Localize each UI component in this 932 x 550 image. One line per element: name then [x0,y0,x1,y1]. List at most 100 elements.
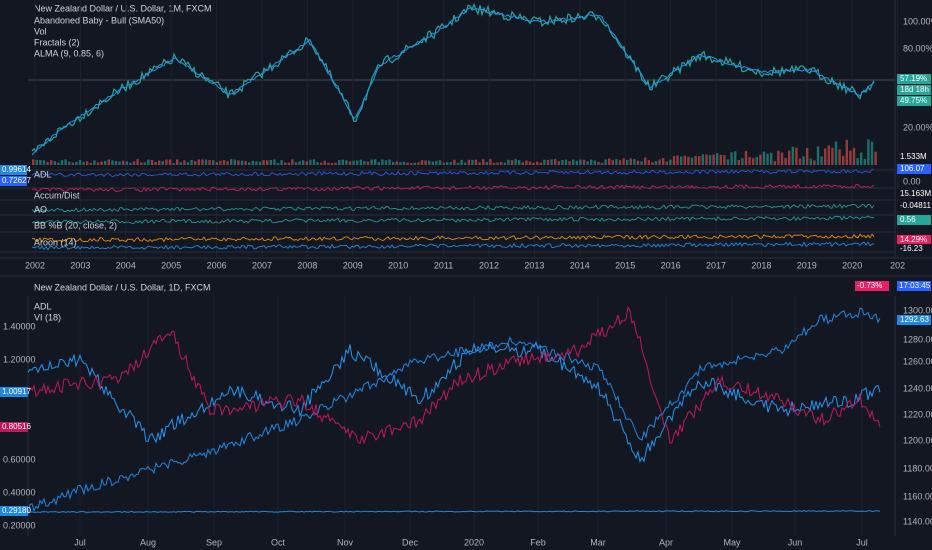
volume-bar [186,162,190,165]
volume-bar [345,160,348,165]
volume-bar [212,160,215,165]
curve [27,305,881,445]
volume-bar [773,161,776,165]
volume-bar [410,162,413,165]
volume-bar [312,159,316,165]
volume-bar [194,161,197,165]
volume-bar [791,146,794,165]
label: Oct [271,537,286,547]
label: 2018 [751,260,771,270]
volume-bar [755,156,758,165]
volume-bar [431,161,434,165]
volume-bar [190,159,193,165]
volume-bar [658,159,661,165]
volume-bar [662,158,665,165]
label: 2004 [116,260,136,270]
volume-bar [798,158,802,165]
volume-bar [618,160,622,165]
curve [27,510,881,514]
volume-bar [561,159,564,165]
curve [31,215,875,225]
volume-bar [413,162,416,165]
volume-bar [867,139,870,165]
label: ALMA (9, 0.85, 6) [34,48,104,58]
volume-bar [179,162,182,165]
label: Nov [337,537,354,547]
volume-bar [489,159,492,165]
price-tag [897,215,931,225]
volume-bar [266,160,269,165]
label: 2019 [797,260,817,270]
volume-bar [251,160,254,165]
volume-bar [64,159,67,165]
volume-bar [435,160,438,165]
volume-bar [708,155,712,165]
volume-bar [766,153,769,165]
label: 100.00% [903,16,932,26]
volume-bar [647,160,650,165]
volume-bar [381,159,384,165]
label: Aroon (14) [34,237,77,247]
label: 2016 [661,260,681,270]
volume-bar [57,162,60,165]
price-tag [0,387,28,397]
volume-bar [654,161,658,165]
volume-bar [438,160,442,165]
volume-bar [161,161,164,165]
volume-bar [417,162,420,165]
label: ADL [34,301,52,311]
label: -16.23 [900,244,923,253]
volume-bar [50,160,53,165]
volume-bar [449,162,452,165]
volume-bar [471,159,474,165]
chart-title: New Zealand Dollar / U.S. Dollar, 1D, FX… [34,282,211,292]
volume-bar [834,141,838,165]
volume-bar [482,159,485,165]
volume-bar [719,154,722,165]
volume-bar [176,159,179,165]
label: 2014 [570,260,590,270]
volume-bar [863,158,866,165]
volume-bar [590,159,593,165]
label: 57.19% [900,74,927,83]
volume-bar [341,159,344,165]
price-tag [0,165,27,175]
volume-bar [222,160,226,165]
volume-bar [446,162,449,165]
volume-bar [53,161,56,165]
volume-bar [298,161,301,165]
volume-bar [46,162,49,165]
volume-bar [820,156,823,165]
label: 2009 [343,260,363,270]
label: 2010 [388,260,408,270]
volume-bar [330,162,334,165]
volume-bar [114,160,118,165]
volume-bar [172,162,175,165]
label: 15.163M [900,189,931,198]
volume-bar [860,152,863,165]
volume-bar [510,160,514,165]
volume-bar [143,162,146,165]
volume-bar [158,160,161,165]
volume-bar [338,159,341,165]
curve [31,203,875,213]
label: Accum/Dist [34,190,80,200]
label: Mar [590,537,606,547]
volume-bar [809,158,812,165]
volume-bar [406,162,409,165]
price-tag [897,235,931,245]
volume-bar [842,155,845,165]
volume-bar [233,159,236,165]
volume-bar [568,161,571,165]
volume-bar [230,159,233,165]
volume-bar [168,159,172,165]
label: 2008 [297,260,317,270]
volume-bar [60,160,64,165]
volume-bar [273,159,276,165]
volume-bar [39,159,42,165]
volume-bar [294,162,298,165]
label: 2013 [524,260,544,270]
curve [27,341,881,463]
volume-bar [255,161,258,165]
volume-bar [680,156,683,165]
